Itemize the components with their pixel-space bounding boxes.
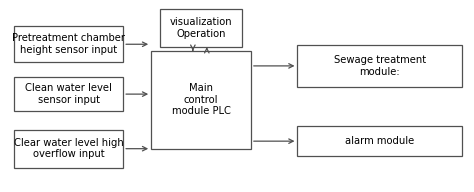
FancyBboxPatch shape <box>14 77 123 111</box>
Text: alarm module: alarm module <box>345 136 414 146</box>
FancyBboxPatch shape <box>14 130 123 167</box>
FancyBboxPatch shape <box>297 45 462 87</box>
FancyBboxPatch shape <box>151 51 251 149</box>
FancyBboxPatch shape <box>160 9 242 47</box>
FancyBboxPatch shape <box>14 26 123 62</box>
Text: Clear water level high
overflow input: Clear water level high overflow input <box>14 138 124 160</box>
Text: Pretreatment chamber
height sensor input: Pretreatment chamber height sensor input <box>12 33 125 55</box>
FancyBboxPatch shape <box>297 126 462 156</box>
Text: visualization
Operation: visualization Operation <box>170 17 232 39</box>
Text: Main
control
module PLC: Main control module PLC <box>172 83 230 116</box>
Text: Clean water level
sensor input: Clean water level sensor input <box>25 83 112 105</box>
Text: Sewage treatment
module:: Sewage treatment module: <box>334 55 426 77</box>
